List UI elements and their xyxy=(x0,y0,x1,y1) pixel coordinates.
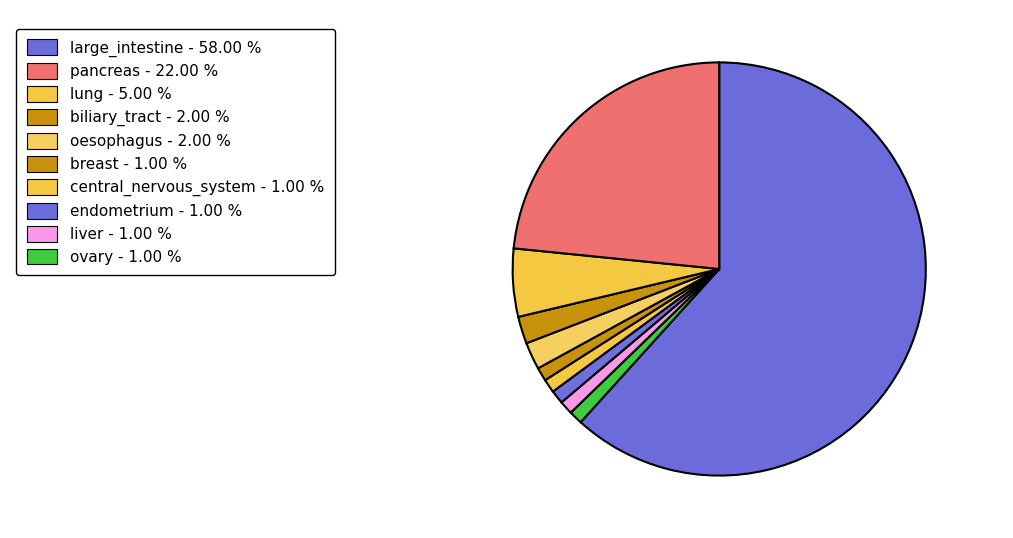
Wedge shape xyxy=(514,62,719,269)
Wedge shape xyxy=(538,269,719,380)
Wedge shape xyxy=(519,269,719,343)
Wedge shape xyxy=(513,249,719,317)
Wedge shape xyxy=(561,269,719,413)
Wedge shape xyxy=(553,269,719,402)
Wedge shape xyxy=(570,269,719,422)
Wedge shape xyxy=(545,269,719,392)
Wedge shape xyxy=(580,62,926,476)
Legend: large_intestine - 58.00 %, pancreas - 22.00 %, lung - 5.00 %, biliary_tract - 2.: large_intestine - 58.00 %, pancreas - 22… xyxy=(16,29,334,275)
Wedge shape xyxy=(527,269,719,369)
